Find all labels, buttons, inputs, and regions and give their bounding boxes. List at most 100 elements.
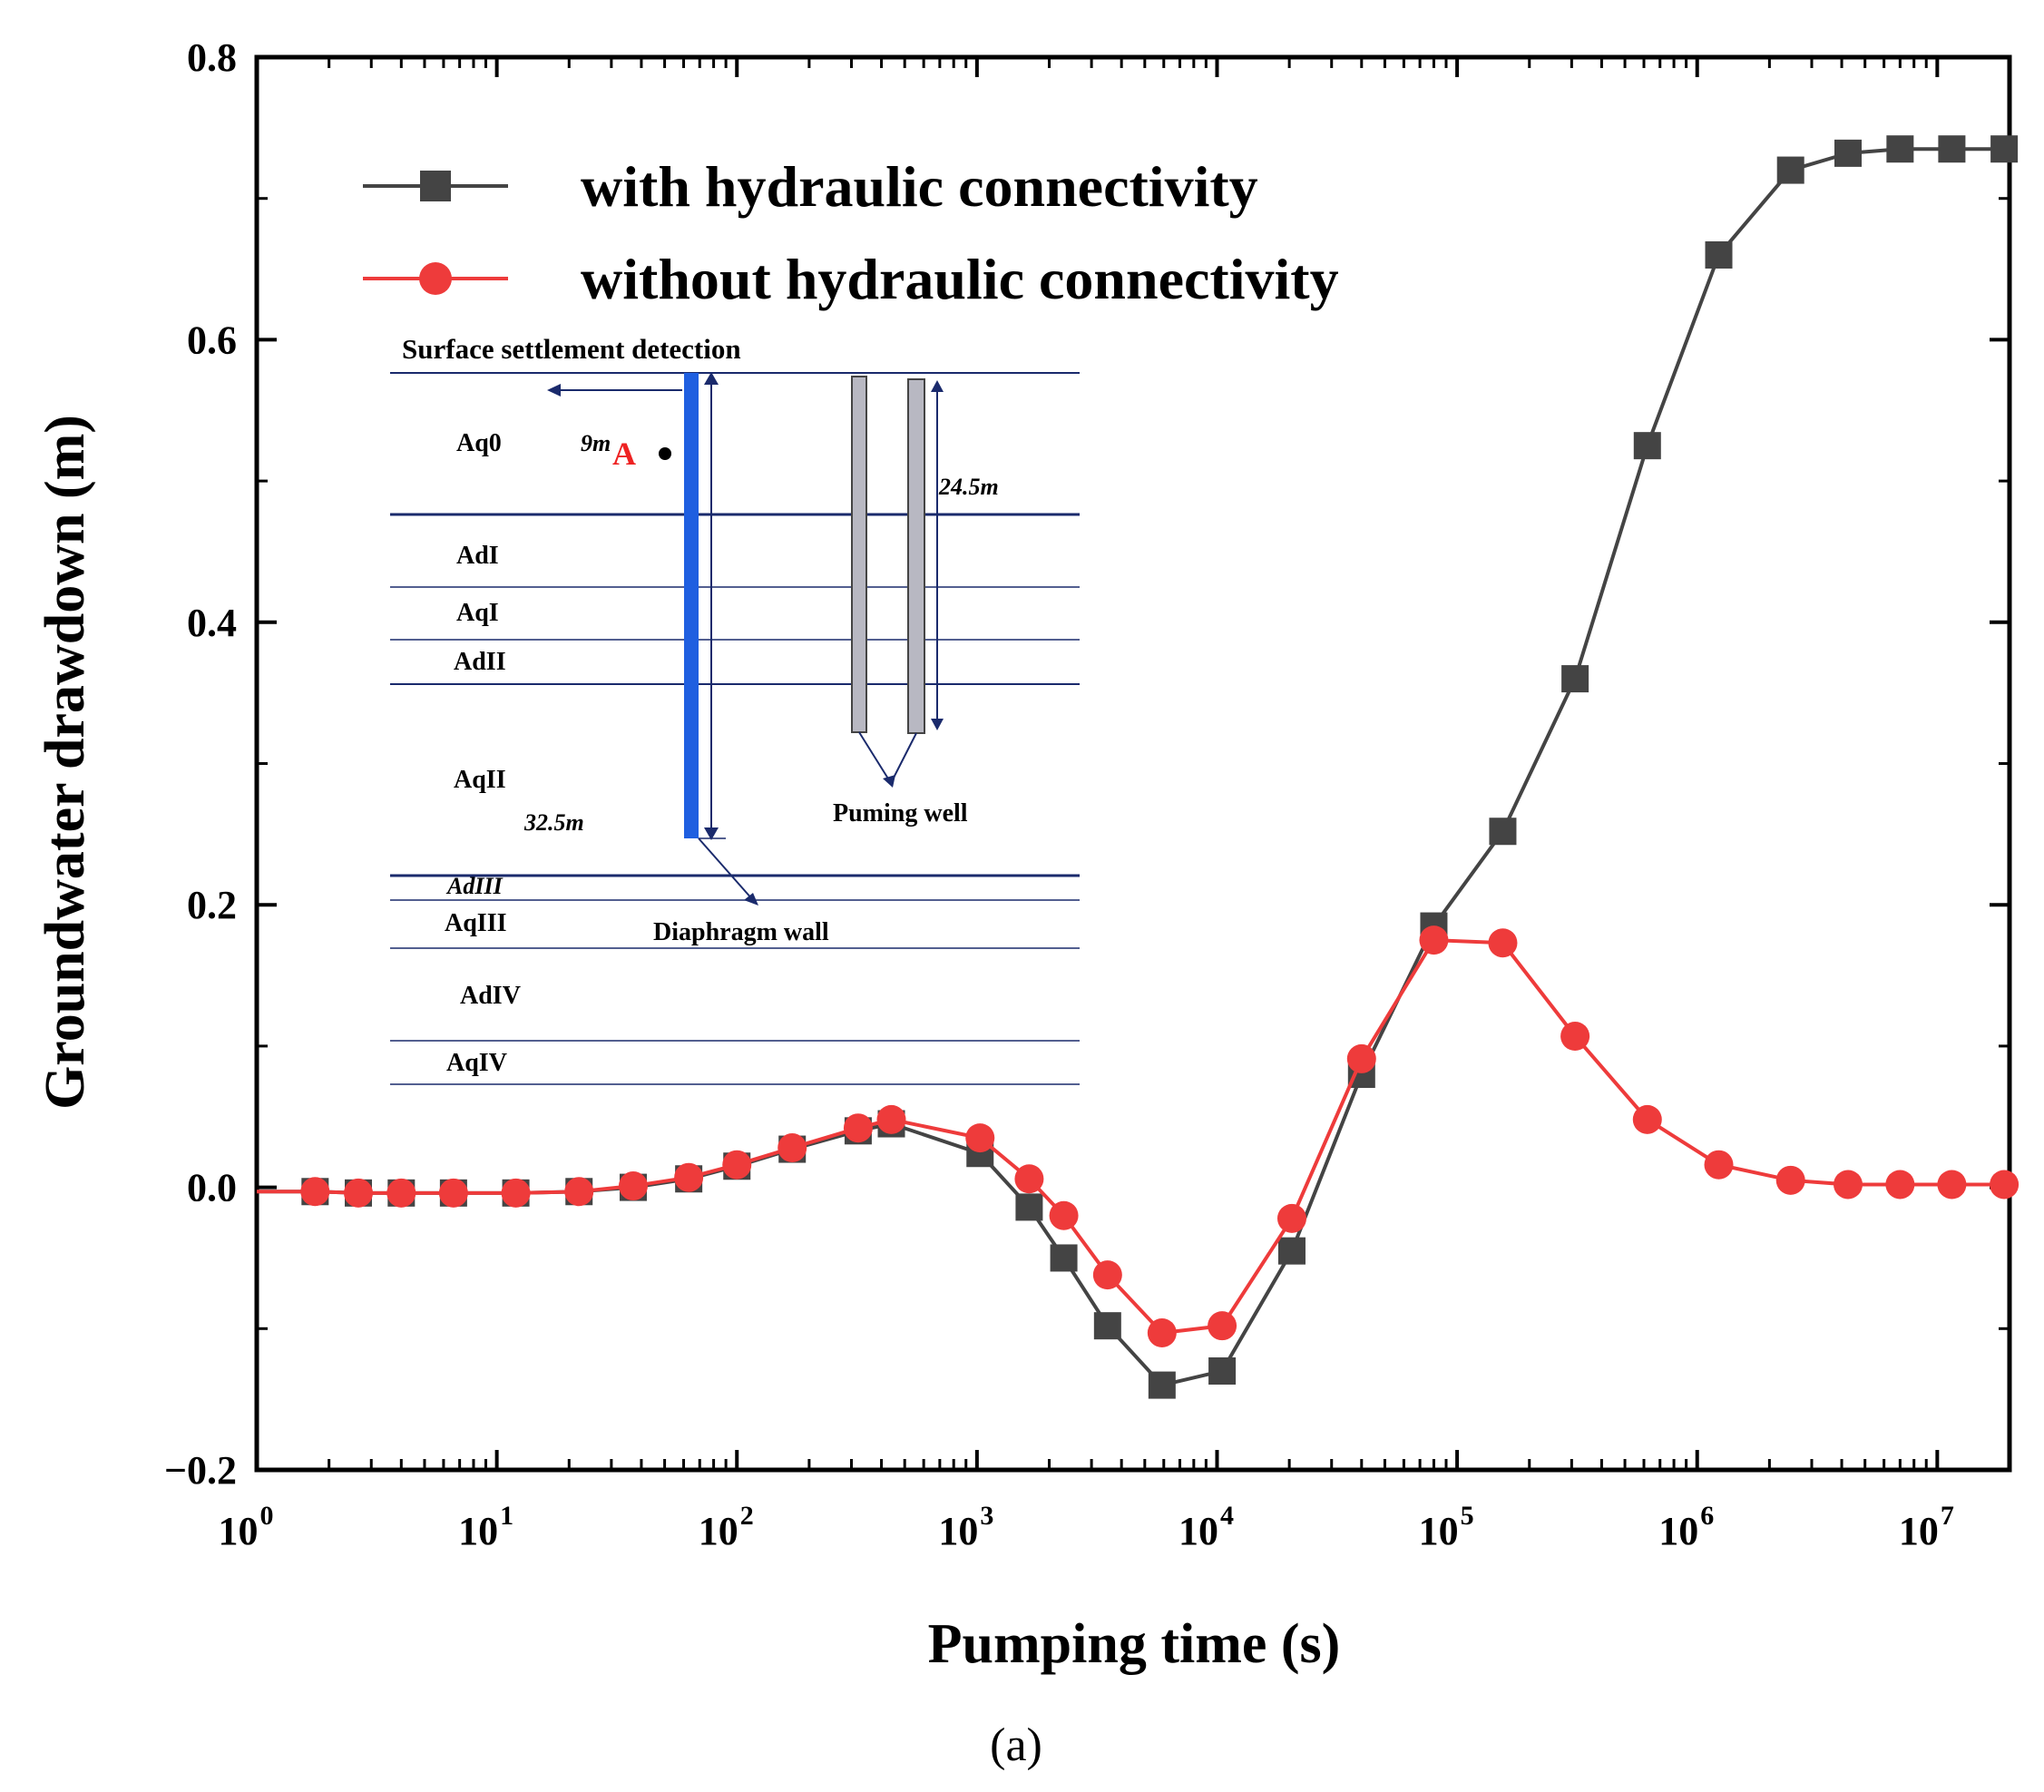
data-point	[1147, 1317, 1177, 1347]
data-point	[1277, 1237, 1306, 1265]
data-point	[1488, 928, 1518, 958]
layer-label-adi: AdI	[456, 542, 499, 570]
wall-depth-label: 32.5m	[523, 809, 584, 836]
figure-caption: (a)	[990, 1719, 1042, 1771]
data-point	[876, 1104, 906, 1134]
layer-label-adiv: AdIV	[460, 982, 521, 1010]
well-depth-label: 24.5m	[938, 474, 999, 500]
arrowhead	[704, 372, 719, 385]
pumping-well	[907, 378, 925, 734]
data-point	[1937, 1170, 1967, 1200]
point-a-marker	[659, 447, 671, 460]
data-point	[1885, 1170, 1915, 1200]
x-tick-label: 102	[699, 1501, 754, 1553]
data-point	[1990, 1170, 2020, 1200]
layer-label-aqiv: AqIV	[446, 1049, 507, 1077]
y-tick-label: 0.6	[187, 318, 237, 362]
data-point	[965, 1123, 995, 1153]
data-point	[1015, 1193, 1043, 1221]
data-point	[1148, 1371, 1176, 1399]
arrowhead	[704, 827, 719, 840]
data-point	[1990, 135, 2019, 163]
data-point	[1208, 1357, 1237, 1386]
arrowhead	[883, 775, 895, 788]
point-a-label: A	[612, 436, 636, 472]
x-tick-label: 104	[1178, 1501, 1234, 1553]
layer-label-aqiii: AqIII	[445, 909, 506, 937]
arrowhead	[931, 719, 944, 730]
wall-leader-line	[698, 837, 754, 901]
data-point	[1050, 1244, 1078, 1272]
data-point	[843, 1113, 873, 1143]
data-point	[386, 1178, 416, 1208]
layer-label-aqii: AqII	[454, 766, 506, 794]
legend: with hydraulic connectivity without hydr…	[363, 154, 1339, 311]
data-point	[1834, 139, 1863, 167]
data-point	[1776, 156, 1804, 184]
arrowhead	[744, 893, 758, 906]
legend-marker-circle	[419, 262, 452, 295]
data-point	[1560, 1022, 1590, 1052]
diaphragm-wall	[684, 373, 699, 838]
data-point	[1775, 1165, 1805, 1195]
x-axis-title: Pumping time (s)	[928, 1613, 1341, 1675]
data-point	[501, 1178, 531, 1208]
y-tick-label: 0.2	[187, 883, 237, 927]
x-tick-label: 103	[938, 1501, 993, 1553]
y-tick-label: −0.2	[164, 1448, 237, 1493]
data-point	[1938, 135, 1966, 163]
data-point	[1419, 925, 1449, 955]
data-point	[1014, 1164, 1044, 1194]
layer-label-adii: AdII	[454, 648, 506, 676]
legend-label-with: with hydraulic connectivity	[581, 154, 1258, 219]
data-point	[343, 1178, 373, 1208]
data-point	[778, 1133, 807, 1163]
legend-marker-square	[420, 171, 451, 201]
data-point	[1834, 1170, 1863, 1200]
arrowhead	[547, 384, 561, 397]
series-without-connectivity	[257, 925, 2020, 1347]
data-point	[1704, 1150, 1734, 1180]
layer-label-aq0: Aq0	[456, 429, 502, 457]
data-point	[1561, 665, 1589, 693]
legend-label-without: without hydraulic connectivity	[581, 247, 1339, 311]
data-point	[1093, 1312, 1121, 1340]
data-point	[438, 1178, 468, 1208]
data-point	[1208, 1311, 1237, 1341]
layer-label-aqi: AqI	[456, 599, 499, 627]
x-tick-label: 106	[1658, 1501, 1714, 1553]
layer-boundaries	[390, 372, 1080, 1085]
well-label: Puming well	[833, 799, 968, 827]
data-point	[618, 1171, 648, 1201]
layer-label-adiii: AdIII	[445, 873, 504, 899]
data-point	[1886, 135, 1914, 163]
data-point	[1633, 432, 1661, 460]
x-tick-label: 107	[1899, 1501, 1954, 1553]
y-axis-title: Groundwater drawdown (m)	[34, 415, 96, 1110]
y-tick-label: 0.8	[187, 35, 237, 80]
well-leader-line	[890, 732, 917, 784]
y-tick-label: 0.0	[187, 1166, 237, 1210]
data-point	[722, 1150, 752, 1180]
data-point	[1632, 1104, 1662, 1134]
data-point	[1049, 1200, 1079, 1230]
data-point	[1346, 1043, 1376, 1073]
distance-label: 9m	[581, 430, 611, 456]
well-leader-line	[858, 731, 892, 784]
series-with-connectivity	[257, 135, 2019, 1399]
y-tick-label: 0.4	[187, 601, 237, 645]
wall-label: Diaphragm wall	[653, 918, 829, 946]
data-series	[257, 135, 2020, 1399]
data-point	[1092, 1260, 1122, 1290]
data-point	[300, 1177, 330, 1207]
x-tick-label: 105	[1419, 1501, 1474, 1553]
arrowhead	[931, 380, 944, 392]
inset-schematic: Surface settlement detection Aq0 AdI AqI…	[390, 333, 1080, 1085]
pumping-well	[851, 376, 867, 733]
data-point	[1705, 240, 1733, 269]
data-point	[674, 1162, 704, 1192]
x-tick-label: 100	[219, 1501, 274, 1553]
inset-title: Surface settlement detection	[402, 333, 741, 365]
x-tick-label: 101	[458, 1501, 513, 1553]
